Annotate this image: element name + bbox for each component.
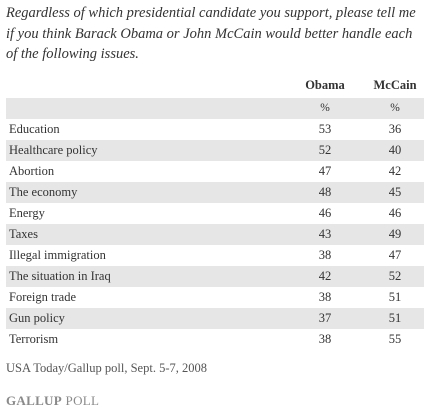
obama-value: 47 xyxy=(318,164,332,178)
mccain-unit: % xyxy=(390,102,400,114)
mccain-value: 49 xyxy=(388,227,402,241)
obama-value: 48 xyxy=(318,185,332,199)
obama-value: 38 xyxy=(318,290,332,304)
obama-value: 52 xyxy=(318,143,332,157)
table-row: Healthcare policy 52 40 xyxy=(6,140,424,161)
mccain-value: 47 xyxy=(388,248,402,262)
issue-label: Energy xyxy=(9,206,45,220)
logo-suffix: POLL xyxy=(65,393,100,408)
table-row: Illegal immigration 38 47 xyxy=(6,245,424,266)
logo-brand: GALLUP xyxy=(6,393,62,408)
table-row: Terrorism 38 55 xyxy=(6,329,424,350)
mccain-value: 36 xyxy=(388,122,402,136)
table-row: Taxes 43 49 xyxy=(6,224,424,245)
obama-value: 42 xyxy=(318,269,332,283)
table-row: Energy 46 46 xyxy=(6,203,424,224)
issue-label: Foreign trade xyxy=(9,290,76,304)
table-row: Gun policy 37 51 xyxy=(6,308,424,329)
issue-label: Gun policy xyxy=(9,311,65,325)
mccain-value: 42 xyxy=(388,164,402,178)
obama-value: 43 xyxy=(318,227,332,241)
mccain-value: 46 xyxy=(388,206,402,220)
mccain-value: 45 xyxy=(388,185,402,199)
issue-label: The economy xyxy=(9,185,78,199)
issue-label: Terrorism xyxy=(9,332,59,346)
obama-column-header: Obama xyxy=(305,78,345,92)
results-table: Obama McCain % % Education 53 36 Healthcare… xyxy=(6,78,424,350)
issue-rows: Education 53 36 Healthcare policy 52 40 Aborti… xyxy=(6,119,424,350)
table-row: The economy 48 45 xyxy=(6,182,424,203)
issue-label: Abortion xyxy=(9,164,55,178)
issue-label: Education xyxy=(9,122,60,136)
mccain-value: 40 xyxy=(388,143,402,157)
mccain-value: 51 xyxy=(388,311,402,325)
obama-value: 38 xyxy=(318,332,332,346)
column-headers: Obama McCain xyxy=(6,78,424,98)
issue-label: Taxes xyxy=(9,227,38,241)
obama-value: 38 xyxy=(318,248,332,262)
unit-row: % % xyxy=(6,98,424,119)
table-row: Foreign trade 38 51 xyxy=(6,287,424,308)
gallup-poll-logo: GALLUP POLL xyxy=(6,393,99,409)
table-row: The situation in Iraq 42 52 xyxy=(6,266,424,287)
mccain-value: 52 xyxy=(388,269,402,283)
table-row: Education 53 36 xyxy=(6,119,424,140)
mccain-value: 55 xyxy=(388,332,402,346)
obama-value: 37 xyxy=(318,311,332,325)
mccain-column-header: McCain xyxy=(373,78,417,92)
obama-value: 53 xyxy=(318,122,332,136)
issue-label: Illegal immigration xyxy=(9,248,106,262)
obama-unit: % xyxy=(320,102,330,114)
question-text: Regardless of which presidential candida… xyxy=(6,5,416,62)
obama-value: 46 xyxy=(318,206,332,220)
mccain-value: 51 xyxy=(388,290,402,304)
issue-label: Healthcare policy xyxy=(9,143,98,157)
table-row: Abortion 47 42 xyxy=(6,161,424,182)
source-note: USA Today/Gallup poll, Sept. 5-7, 2008 xyxy=(6,361,207,375)
issue-label: The situation in Iraq xyxy=(9,269,111,283)
